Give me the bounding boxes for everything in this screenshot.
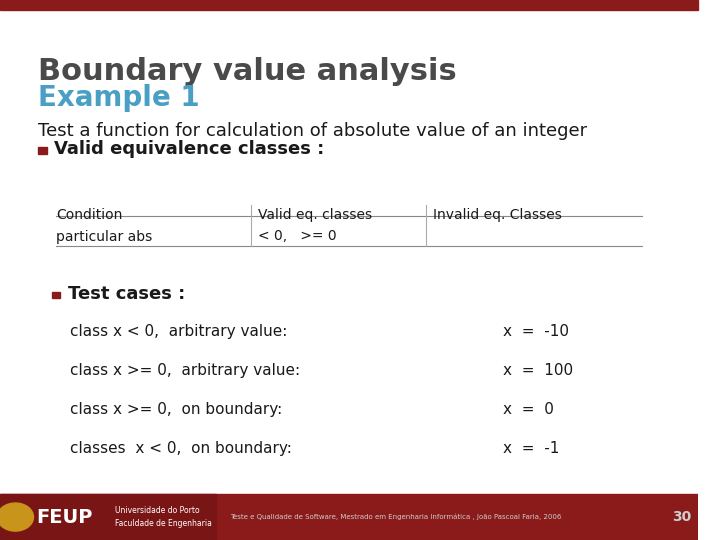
- Bar: [53, 292, 60, 298]
- Text: Valid eq. classes: Valid eq. classes: [258, 208, 372, 222]
- Text: Test a function for calculation of absolute value of an integer: Test a function for calculation of absol…: [38, 122, 588, 139]
- Circle shape: [0, 503, 34, 531]
- Text: Test cases :: Test cases :: [68, 285, 185, 303]
- Text: class x >= 0,  arbitrary value:: class x >= 0, arbitrary value:: [70, 363, 300, 378]
- Bar: [0, 494, 217, 540]
- Text: classes  x < 0,  on boundary:: classes x < 0, on boundary:: [70, 441, 292, 456]
- Text: Example 1: Example 1: [38, 84, 200, 112]
- Text: class x < 0,  arbitrary value:: class x < 0, arbitrary value:: [70, 324, 287, 339]
- Text: Faculdade de Engenharia: Faculdade de Engenharia: [115, 519, 212, 528]
- Text: Condition: Condition: [56, 208, 122, 222]
- Bar: [0, 0, 698, 10]
- Text: Teste e Qualidade de Software, Mestrado em Engenharia Informática , João Pascoal: Teste e Qualidade de Software, Mestrado …: [230, 514, 562, 521]
- Text: Boundary value analysis: Boundary value analysis: [38, 57, 457, 86]
- Text: Invalid eq. Classes: Invalid eq. Classes: [433, 208, 562, 222]
- Text: < 0,   >= 0: < 0, >= 0: [258, 230, 337, 244]
- Text: class x >= 0,  on boundary:: class x >= 0, on boundary:: [70, 402, 282, 417]
- Text: x  =  -10: x = -10: [503, 324, 569, 339]
- Text: x  =  -1: x = -1: [503, 441, 559, 456]
- Text: x  =  100: x = 100: [503, 363, 573, 378]
- Bar: [0, 494, 698, 540]
- Text: particular abs: particular abs: [56, 230, 152, 244]
- Bar: [38, 147, 47, 154]
- Text: Universidade do Porto: Universidade do Porto: [115, 506, 200, 515]
- Text: x  =  0: x = 0: [503, 402, 554, 417]
- Text: 30: 30: [672, 510, 691, 524]
- Text: FEUP: FEUP: [36, 508, 93, 526]
- Text: Valid equivalence classes :: Valid equivalence classes :: [55, 139, 325, 158]
